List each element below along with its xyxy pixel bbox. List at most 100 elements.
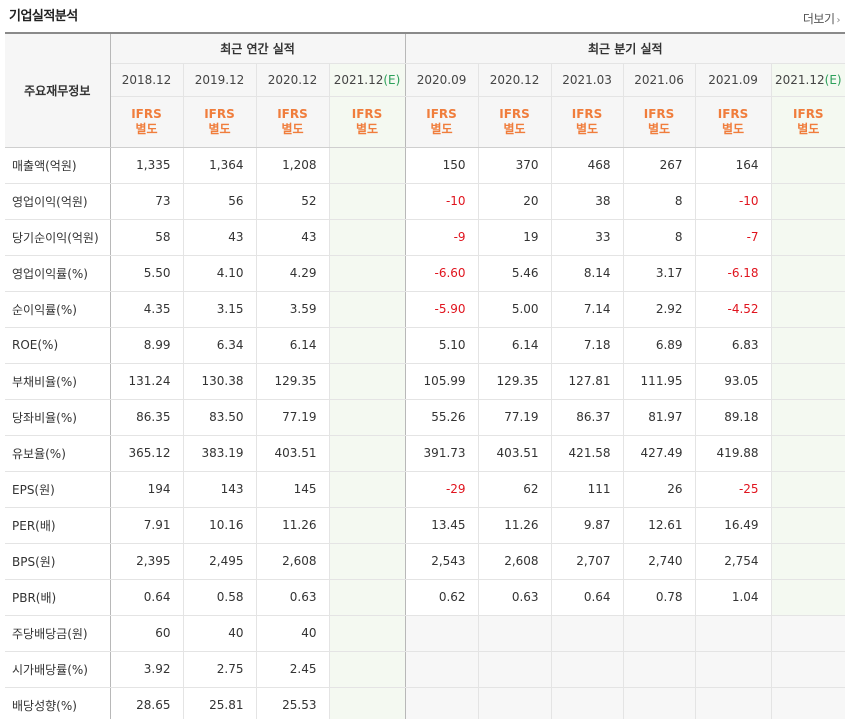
quarter-value: 81.97 bbox=[623, 399, 696, 436]
quarter-value bbox=[771, 651, 846, 688]
more-link[interactable]: 더보기 › bbox=[802, 10, 841, 27]
quarter-value: 6.83 bbox=[695, 327, 772, 364]
period-label: 2018.12 bbox=[121, 72, 172, 87]
row-label: EPS(원) bbox=[5, 470, 111, 508]
accounting-standard: IFRS 별도 bbox=[256, 96, 330, 148]
more-link-label: 더보기 bbox=[802, 12, 835, 26]
period-header: 2021.03 bbox=[551, 63, 624, 97]
quarter-value: 55.26 bbox=[405, 399, 479, 436]
standard-line-ifrs: IFRS bbox=[277, 106, 308, 121]
annual-value bbox=[329, 579, 406, 616]
quarter-value: 2,543 bbox=[405, 543, 479, 580]
accounting-standard: IFRS 별도 bbox=[110, 96, 184, 148]
quarter-value: 7.18 bbox=[551, 327, 624, 364]
quarter-value bbox=[771, 543, 846, 580]
quarter-value: 5.00 bbox=[478, 291, 552, 328]
standard-line-ifrs: IFRS bbox=[204, 106, 235, 121]
period-header: 2021.09 bbox=[695, 63, 772, 97]
annual-value: 40 bbox=[183, 614, 257, 652]
quarter-value: 33 bbox=[551, 219, 624, 256]
annual-value: 365.12 bbox=[110, 435, 184, 472]
annual-value: 194 bbox=[110, 470, 184, 508]
quarter-value: 150 bbox=[405, 147, 479, 184]
accounting-standard: IFRS 별도 bbox=[329, 96, 406, 148]
row-label: 주당배당금(원) bbox=[5, 614, 111, 652]
standard-line-separate: 별도 bbox=[648, 121, 671, 136]
table-row: BPS(원) 2,395 2,495 2,608 2,543 2,608 2,707 2,74… bbox=[5, 543, 846, 580]
annual-value bbox=[329, 651, 406, 688]
row-label: PER(배) bbox=[5, 507, 111, 544]
quarter-value bbox=[771, 470, 846, 508]
accounting-standard: IFRS 별도 bbox=[551, 96, 624, 148]
annual-value: 56 bbox=[183, 183, 257, 220]
period-label: 2020.12 bbox=[489, 72, 540, 87]
standard-line-ifrs: IFRS bbox=[643, 106, 675, 121]
standard-line-separate: 별도 bbox=[281, 121, 304, 136]
quarter-value: -4.52 bbox=[695, 291, 772, 328]
quarter-value: 93.05 bbox=[695, 362, 772, 400]
row-label: BPS(원) bbox=[5, 543, 111, 580]
annual-value bbox=[329, 470, 406, 508]
row-label: ROE(%) bbox=[5, 327, 111, 364]
standard-line-ifrs: IFRS bbox=[717, 106, 749, 121]
table-row: 당기순이익(억원) 58 43 43 -9 19 33 8 -7 bbox=[5, 219, 846, 256]
quarter-value: 16.49 bbox=[695, 507, 772, 544]
row-label: 영업이익률(%) bbox=[5, 254, 111, 292]
quarter-value: -25 bbox=[695, 470, 772, 508]
quarter-value: 0.78 bbox=[623, 579, 696, 616]
period-header: 2019.12 bbox=[183, 63, 257, 97]
quarter-value: 38 bbox=[551, 183, 624, 220]
annual-value: 0.63 bbox=[256, 579, 330, 616]
standard-line-separate: 별도 bbox=[430, 121, 453, 136]
quarter-value: 19 bbox=[478, 219, 552, 256]
estimate-mark: (E) bbox=[383, 72, 401, 87]
annual-value: 83.50 bbox=[183, 399, 257, 436]
quarter-value: 127.81 bbox=[551, 362, 624, 400]
quarter-value: 0.62 bbox=[405, 579, 479, 616]
row-label: 매출액(억원) bbox=[5, 147, 111, 184]
quarter-value bbox=[478, 651, 552, 688]
table-row: 당좌비율(%) 86.35 83.50 77.19 55.26 77.19 86.37 81.… bbox=[5, 399, 846, 436]
quarter-value bbox=[771, 219, 846, 256]
table-body: 매출액(억원) 1,335 1,364 1,208 150 370 468 267 164 영업이… bbox=[5, 147, 846, 719]
quarter-value bbox=[771, 507, 846, 544]
period-label: 2021.12 bbox=[775, 72, 825, 87]
quarter-value bbox=[771, 435, 846, 472]
table-row: 영업이익률(%) 5.50 4.10 4.29 -6.60 5.46 8.14 3.17 -6.… bbox=[5, 254, 846, 292]
quarter-value: 5.46 bbox=[478, 254, 552, 292]
quarter-value: 129.35 bbox=[478, 362, 552, 400]
period-header: 2018.12 bbox=[110, 63, 184, 97]
quarter-value bbox=[405, 687, 479, 719]
annual-value: 43 bbox=[183, 219, 257, 256]
quarter-value bbox=[695, 614, 772, 652]
period-label: 2021.06 bbox=[634, 72, 684, 87]
quarter-value: 77.19 bbox=[478, 399, 552, 436]
annual-value: 25.53 bbox=[256, 687, 330, 719]
standard-line-separate: 별도 bbox=[797, 121, 820, 136]
annual-value bbox=[329, 183, 406, 220]
quarter-value bbox=[551, 651, 624, 688]
annual-value: 130.38 bbox=[183, 362, 257, 400]
quarter-value: -29 bbox=[405, 470, 479, 508]
quarter-value: 2,740 bbox=[623, 543, 696, 580]
standard-line-separate: 별도 bbox=[576, 121, 599, 136]
annual-value: 1,364 bbox=[183, 147, 257, 184]
quarter-value: 105.99 bbox=[405, 362, 479, 400]
standard-line-separate: 별도 bbox=[355, 121, 379, 136]
quarter-value: -6.18 bbox=[695, 254, 772, 292]
annual-value bbox=[329, 507, 406, 544]
quarter-value bbox=[405, 614, 479, 652]
quarter-value: -10 bbox=[695, 183, 772, 220]
quarter-value bbox=[771, 399, 846, 436]
annual-value: 1,335 bbox=[110, 147, 184, 184]
annual-value: 403.51 bbox=[256, 435, 330, 472]
standard-line-separate: 별도 bbox=[135, 121, 158, 136]
accounting-standard: IFRS 별도 bbox=[405, 96, 479, 148]
period-header: 2021.12(E) bbox=[329, 63, 406, 97]
table-row: PER(배) 7.91 10.16 11.26 13.45 11.26 9.87 12.61 1… bbox=[5, 507, 846, 544]
table-row: 시가배당률(%) 3.92 2.75 2.45 bbox=[5, 651, 846, 688]
quarter-value bbox=[623, 687, 696, 719]
chevron-right-icon: › bbox=[836, 15, 841, 26]
annual-value: 77.19 bbox=[256, 399, 330, 436]
quarter-value bbox=[478, 687, 552, 719]
